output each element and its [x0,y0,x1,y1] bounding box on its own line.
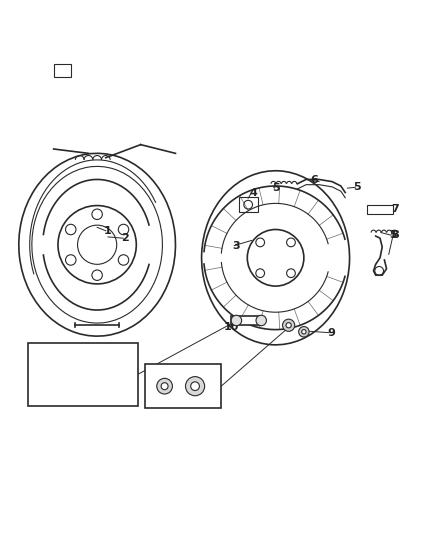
Bar [53,64,71,77]
Circle shape [66,255,76,265]
Circle shape [299,327,309,337]
Bar [32,21,49,34]
Circle shape [157,378,173,394]
Circle shape [92,209,102,220]
Circle shape [161,383,168,390]
Bar [28,343,138,406]
Circle shape [185,377,205,396]
Text: 5: 5 [272,183,280,193]
Text: 5: 5 [353,182,361,192]
Circle shape [191,382,199,391]
Circle shape [92,270,102,280]
Text: 10: 10 [223,321,239,332]
Bar [39,376,56,389]
Circle shape [302,329,306,334]
Bar [231,316,261,325]
Text: 3: 3 [233,240,240,251]
Circle shape [231,315,242,326]
Text: 9: 9 [327,328,335,337]
Text: 5: 5 [389,230,397,240]
Bar [239,197,258,212]
Text: 2: 2 [122,233,129,243]
Text: 6: 6 [310,175,318,185]
Text: 1: 1 [104,226,112,236]
Circle shape [66,224,76,235]
Text: 7: 7 [392,204,399,214]
Circle shape [118,224,129,235]
Bar [145,365,221,408]
Text: 4: 4 [250,188,258,198]
Circle shape [118,255,129,265]
Text: 8: 8 [392,230,399,240]
Circle shape [286,322,291,328]
Circle shape [256,315,266,326]
Bar [367,205,393,214]
Text: 5: 5 [117,367,125,379]
Circle shape [283,319,295,332]
